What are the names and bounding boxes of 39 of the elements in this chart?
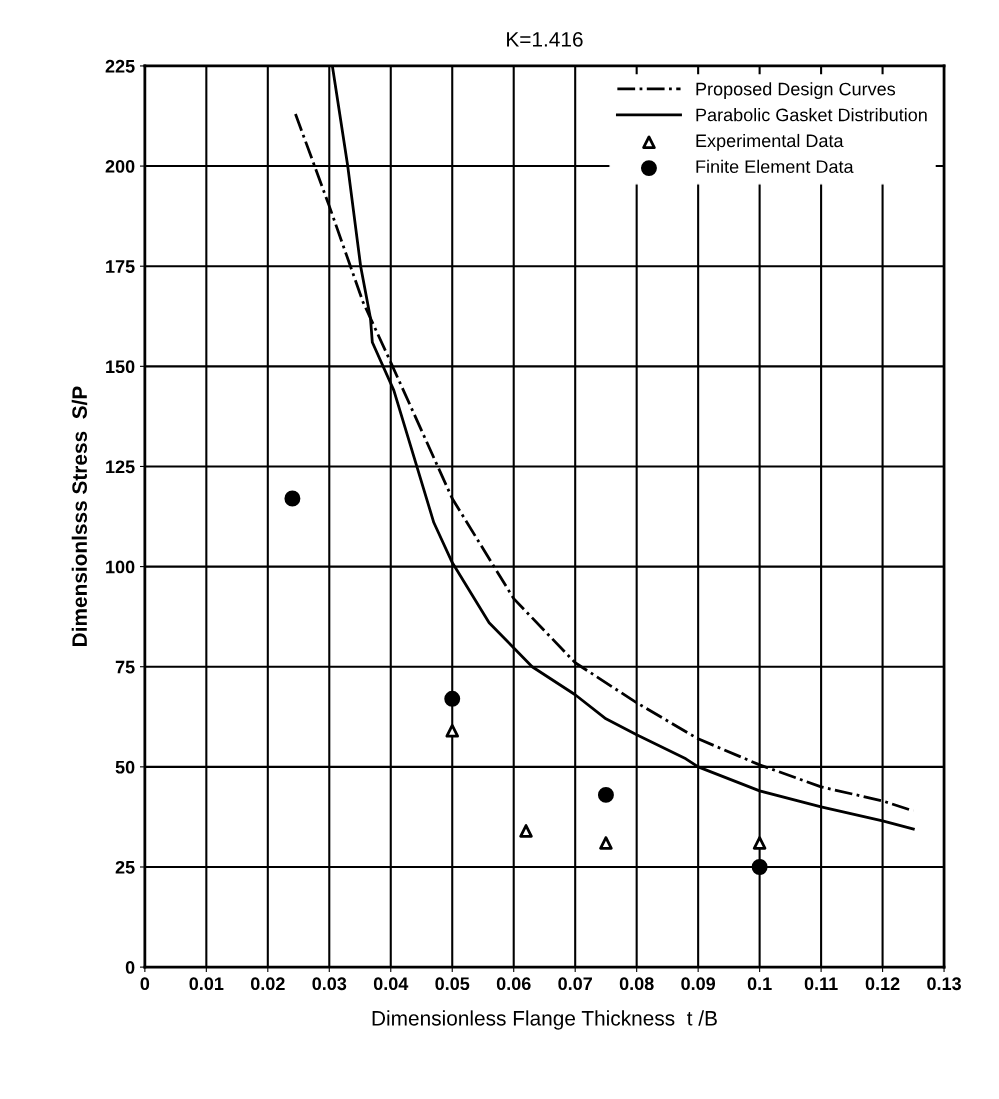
legend-label: Proposed Design Curves (696, 82, 896, 100)
point (444, 690, 461, 707)
x-tick-label: 0.1 (747, 977, 772, 991)
x-tick-label: 0.09 (681, 977, 716, 991)
point (751, 859, 768, 875)
x-tick-label: 0.01 (189, 977, 224, 991)
chart-title: K=1.416 (507, 31, 583, 47)
x-tick-label: 0.07 (558, 977, 592, 991)
x-tick-label: 0.08 (619, 977, 654, 991)
legend-label: Parabolic Gasket Distribution (696, 108, 927, 122)
x-tick-label: 0.12 (865, 977, 900, 991)
y-tick-label: 200 (105, 160, 135, 173)
x-tick-label: 0.11 (804, 977, 838, 991)
y-tick-label: 25 (115, 860, 135, 874)
y-tick-label: 100 (106, 560, 135, 574)
x-tick-label: 0.06 (496, 977, 531, 991)
y-tick-label: 150 (106, 360, 135, 374)
y-axis-title: Dimensionlsss Stress S/P (71, 386, 88, 646)
x-tick-label: 0.03 (312, 977, 347, 991)
point (284, 490, 301, 507)
legend-label: Finite Element Data (696, 159, 854, 174)
y-tick-label: 125 (106, 460, 135, 474)
x-tick-label: 0.04 (373, 977, 409, 991)
point (599, 836, 613, 850)
y-tick-label: 0 (125, 961, 135, 974)
x-tick-label: 0.05 (435, 977, 470, 991)
point (445, 724, 460, 738)
legend-label: Experimental Data (696, 133, 844, 151)
y-tick-label: 225 (105, 59, 135, 73)
y-tick-label: 50 (115, 760, 135, 774)
x-tick-label: 0.13 (927, 977, 961, 991)
x-tick-label: 0 (140, 977, 150, 991)
x-tick-label: 0.02 (250, 977, 285, 991)
y-tick-label: 175 (106, 260, 135, 273)
x-axis-title: Dimensionless Flange Thickness t /B (372, 1010, 717, 1030)
point (752, 836, 767, 850)
point (519, 824, 533, 838)
y-tick-label: 75 (115, 660, 135, 674)
point (597, 786, 614, 803)
